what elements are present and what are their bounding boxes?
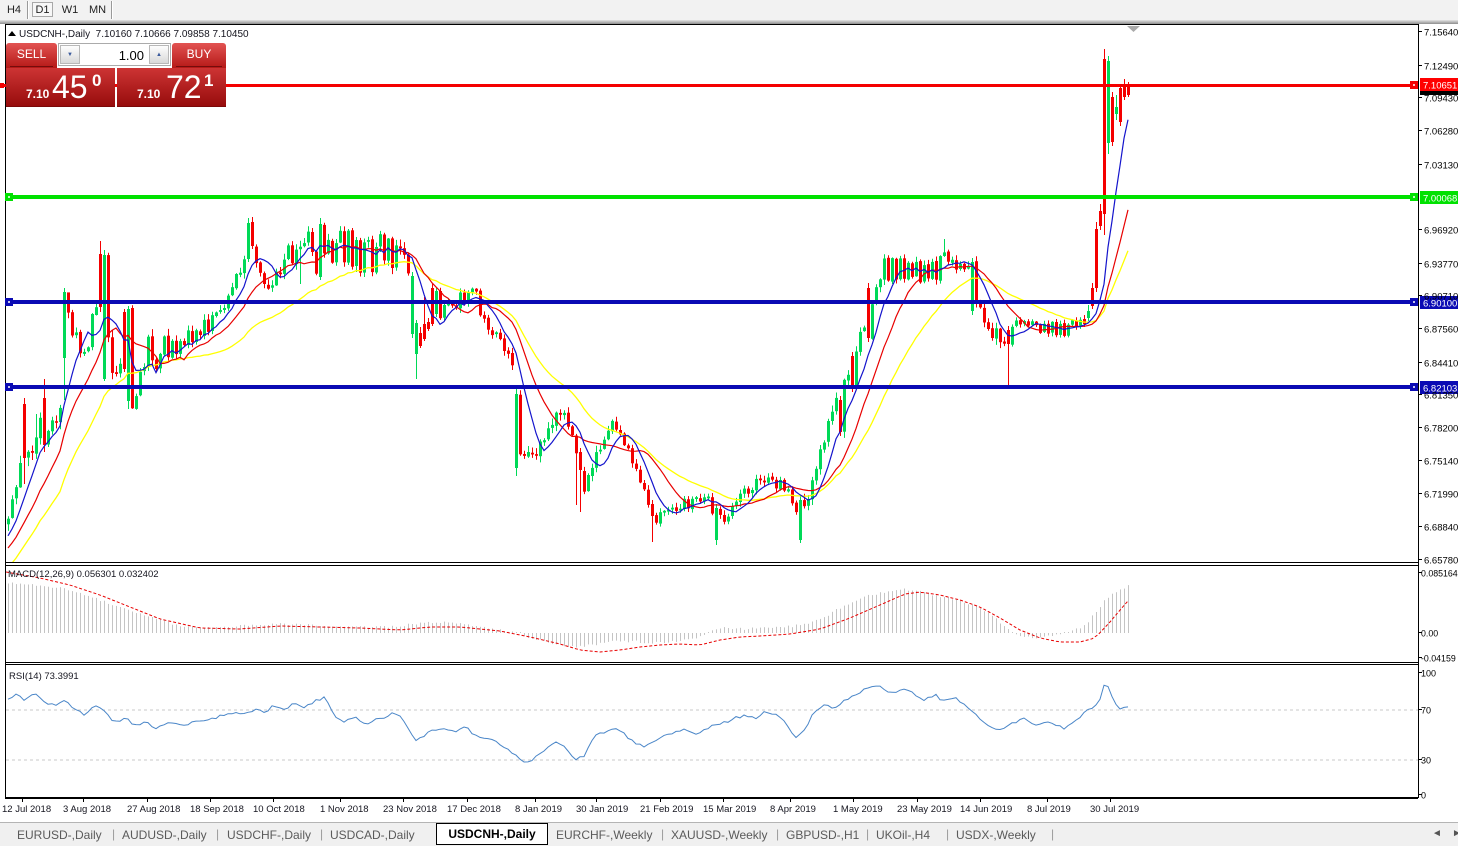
svg-text:-0.04159: -0.04159 xyxy=(1421,654,1456,664)
svg-text:23 Nov 2018: 23 Nov 2018 xyxy=(383,804,437,815)
svg-text:23 May 2019: 23 May 2019 xyxy=(897,804,952,815)
svg-text:6.90100: 6.90100 xyxy=(1423,299,1457,310)
svg-text:17 Dec 2018: 17 Dec 2018 xyxy=(447,804,501,815)
svg-text:8 Apr 2019: 8 Apr 2019 xyxy=(770,804,816,815)
svg-text:6.65780: 6.65780 xyxy=(1424,556,1458,567)
svg-text:7.15640: 7.15640 xyxy=(1424,28,1458,39)
svg-text:USDCNH-,Daily 7.10160 7.10666: USDCNH-,Daily 7.10160 7.10666 7.09858 7.… xyxy=(19,29,249,40)
svg-text:10 Oct 2018: 10 Oct 2018 xyxy=(253,804,305,815)
svg-text:7.03130: 7.03130 xyxy=(1424,161,1458,172)
svg-text:7.12490: 7.12490 xyxy=(1424,62,1458,73)
svg-text:MACD(12,26,9) 0.056301 0.03240: MACD(12,26,9) 0.056301 0.032402 xyxy=(8,569,159,580)
svg-text:0: 0 xyxy=(1421,791,1426,801)
svg-text:100: 100 xyxy=(1421,669,1436,679)
svg-text:0.00: 0.00 xyxy=(1421,629,1438,639)
svg-text:14 Jun 2019: 14 Jun 2019 xyxy=(960,804,1012,815)
svg-text:6.96920: 6.96920 xyxy=(1424,226,1458,237)
svg-text:6.75140: 6.75140 xyxy=(1424,457,1458,468)
svg-text:8 Jan 2019: 8 Jan 2019 xyxy=(515,804,562,815)
svg-text:70: 70 xyxy=(1421,706,1431,716)
svg-text:6.93770: 6.93770 xyxy=(1424,260,1458,271)
svg-text:30 Jul 2019: 30 Jul 2019 xyxy=(1090,804,1139,815)
svg-text:0.085164: 0.085164 xyxy=(1421,569,1458,579)
svg-text:6.82103: 6.82103 xyxy=(1423,384,1457,395)
svg-text:6.81350: 6.81350 xyxy=(1424,391,1458,402)
svg-text:6.87560: 6.87560 xyxy=(1424,325,1458,336)
svg-text:21 Feb 2019: 21 Feb 2019 xyxy=(640,804,693,815)
svg-text:12 Jul 2018: 12 Jul 2018 xyxy=(2,804,51,815)
svg-text:6.68840: 6.68840 xyxy=(1424,523,1458,534)
svg-text:3 Aug 2018: 3 Aug 2018 xyxy=(63,804,111,815)
svg-text:6.84410: 6.84410 xyxy=(1424,359,1458,370)
svg-text:7.09430: 7.09430 xyxy=(1424,94,1458,105)
svg-text:RSI(14) 73.3991: RSI(14) 73.3991 xyxy=(9,671,79,682)
svg-text:7.10651: 7.10651 xyxy=(1423,81,1457,92)
svg-text:6.71990: 6.71990 xyxy=(1424,490,1458,501)
svg-text:1 May 2019: 1 May 2019 xyxy=(833,804,883,815)
svg-text:6.90710: 6.90710 xyxy=(1424,292,1458,303)
svg-text:8 Jul 2019: 8 Jul 2019 xyxy=(1027,804,1071,815)
svg-text:6.78200: 6.78200 xyxy=(1424,424,1458,435)
svg-text:1 Nov 2018: 1 Nov 2018 xyxy=(320,804,369,815)
svg-text:7.06280: 7.06280 xyxy=(1424,127,1458,138)
svg-text:27 Aug 2018: 27 Aug 2018 xyxy=(127,804,180,815)
svg-text:30: 30 xyxy=(1421,756,1431,766)
svg-text:30 Jan 2019: 30 Jan 2019 xyxy=(576,804,628,815)
svg-text:15 Mar 2019: 15 Mar 2019 xyxy=(703,804,756,815)
svg-text:18 Sep 2018: 18 Sep 2018 xyxy=(190,804,244,815)
svg-text:7.00068: 7.00068 xyxy=(1423,194,1457,205)
